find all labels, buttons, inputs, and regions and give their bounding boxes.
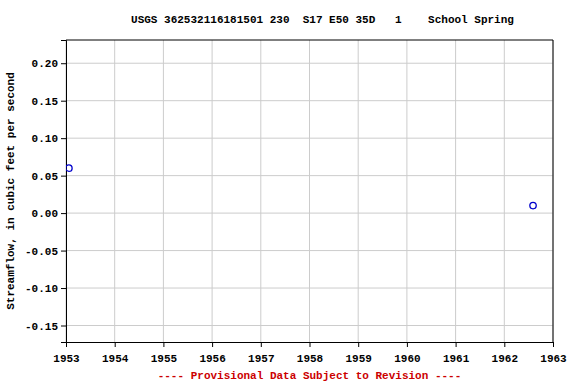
tick-mark [61, 251, 66, 252]
tick-label: 1954 [102, 353, 129, 365]
tick-label: 1956 [199, 353, 225, 365]
tick-label: 0.15 [32, 96, 59, 108]
tick-label: 1961 [443, 353, 470, 365]
tick-label: 0.00 [32, 208, 58, 220]
grid-line-y [66, 325, 553, 326]
tick-label: 1958 [297, 353, 324, 365]
chart: 1953 1954 1955 1956 1957 1958 1959 1960 1961 1962… [0, 0, 576, 384]
tick-mark [115, 342, 116, 347]
grid-line-x [260, 40, 261, 342]
tick: -0.05 [25, 246, 66, 258]
grid-line-y [66, 138, 553, 139]
tick-mark [504, 342, 505, 347]
tick-mark [407, 342, 408, 347]
tick-mark [310, 342, 311, 347]
tick-mark [163, 342, 164, 347]
tick-label: 0.10 [32, 133, 58, 145]
grid-line-y [66, 213, 553, 214]
axis-line [67, 343, 554, 348]
tick-label: -0.10 [25, 283, 58, 295]
tick: 1953 [53, 342, 80, 365]
tick-mark [261, 342, 262, 347]
grid-line-x [114, 40, 115, 342]
tick: 1960 [394, 342, 420, 365]
tick: 1961 [443, 342, 470, 365]
tick-mark [61, 288, 66, 289]
tick: 0.05 [32, 171, 66, 183]
tick-label: 1962 [492, 353, 518, 365]
tick: 0.20 [32, 58, 66, 70]
tick: 0.00 [32, 208, 66, 220]
grid-line-y [66, 288, 553, 289]
footer: ---- Provisional Data Subject to Revisio… [158, 370, 462, 382]
tick-label: 1960 [394, 353, 420, 365]
tick-mark [358, 342, 359, 347]
data-point [530, 202, 536, 208]
grid [66, 40, 553, 342]
tick: 0.15 [32, 96, 66, 108]
tick: 1962 [492, 342, 518, 365]
tick: 0.10 [32, 133, 66, 145]
grid-line-x [455, 40, 456, 342]
tick: 1963 [540, 342, 567, 365]
grid-line-x [309, 40, 310, 342]
grid-line-x [553, 40, 554, 342]
data-point [66, 165, 72, 171]
grid-line-x [212, 40, 213, 342]
tick-label: 1957 [248, 353, 274, 365]
tick-mark [61, 213, 66, 214]
tick-label: -0.05 [25, 246, 58, 258]
tick: 1957 [248, 342, 274, 365]
tick: 1958 [297, 342, 324, 365]
tick-mark [61, 326, 66, 327]
grid-line-x [406, 40, 407, 342]
plot-background [66, 40, 553, 342]
grid-line-y [66, 175, 553, 176]
tick-mark [61, 63, 66, 64]
points [66, 165, 536, 209]
tick: 1954 [102, 342, 129, 365]
grid-line-x [358, 40, 359, 342]
tick-mark [61, 138, 66, 139]
grid-line-x [163, 40, 164, 342]
tick-label: 1963 [540, 353, 567, 365]
y-axis: -0.15 -0.10 -0.05 0.00 0.05 0.10 0.15 0.20 [25, 41, 67, 343]
tick-label: 1955 [151, 353, 178, 365]
title: USGS 362532116181501 230 S17 E50 35D 1 S… [131, 14, 514, 26]
tick-label: 1959 [345, 353, 371, 365]
axis-line [61, 41, 67, 343]
tick-mark [553, 342, 554, 347]
tick-label: 0.05 [32, 171, 59, 183]
grid-line-x [504, 40, 505, 342]
grid-line-y [66, 100, 553, 101]
tick: 1959 [345, 342, 371, 365]
grid-line-y [66, 63, 553, 64]
y-axis-title: Streamflow, in cubic feet per second [5, 72, 17, 310]
tick: 1955 [151, 342, 178, 365]
frame-top [66, 40, 553, 41]
tick-label: 0.20 [32, 58, 58, 70]
frame-right [553, 40, 554, 342]
tick: -0.15 [25, 321, 66, 333]
x-axis: 1953 1954 1955 1956 1957 1958 1959 1960 1961 1962… [53, 342, 567, 365]
tick-label: -0.15 [25, 321, 58, 333]
tick: -0.10 [25, 283, 66, 295]
tick-mark [61, 176, 66, 177]
tick: 1956 [199, 342, 225, 365]
tick-mark [212, 342, 213, 347]
plot: 1953 1954 1955 1956 1957 1958 1959 1960 1961 1962… [25, 40, 567, 365]
tick-mark [61, 101, 66, 102]
tick-label: 1953 [53, 353, 80, 365]
grid-line-y [66, 250, 553, 251]
tick-mark [456, 342, 457, 347]
